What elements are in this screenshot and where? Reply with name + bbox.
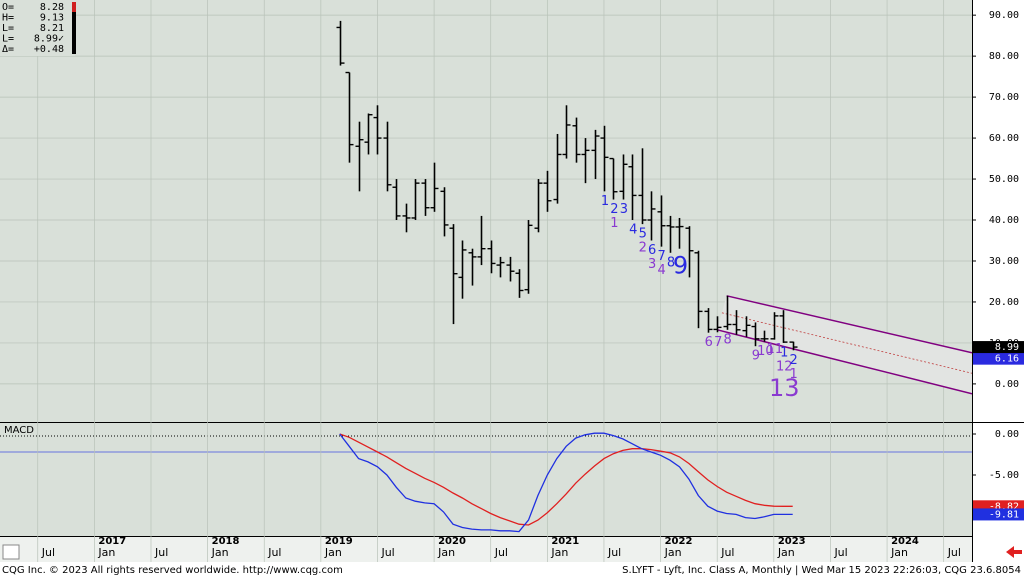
- readout-name: L=: [2, 23, 14, 34]
- count-label: 1: [610, 216, 618, 231]
- readout-indicator-top: [72, 2, 76, 12]
- count-label: 9: [673, 252, 688, 280]
- readout-indicator: [72, 2, 76, 54]
- count-label: 2: [790, 353, 798, 368]
- count-label: 3: [648, 257, 656, 272]
- readout-name: L=: [2, 34, 14, 45]
- x-tick-label: Jan: [777, 546, 795, 559]
- count-label: 1: [780, 345, 788, 360]
- readout-name: Δ=: [2, 44, 14, 55]
- x-tick-label: Jan: [664, 546, 682, 559]
- readout-value: 8.99✓: [34, 34, 64, 45]
- last-value-label: -9.81: [989, 509, 1019, 520]
- y-tick-label: 90.00: [989, 10, 1019, 21]
- count-label: 8: [667, 255, 675, 270]
- readout-name: O=: [2, 2, 14, 13]
- corner-box: [2, 544, 20, 560]
- footer-right: S.LYFT - Lyft, Inc. Class A, Monthly | W…: [622, 565, 1021, 576]
- count-label: 7: [714, 335, 722, 350]
- x-tick-label: Jan: [324, 546, 342, 559]
- x-tick-label: Jul: [267, 546, 281, 559]
- count-label: 3: [620, 202, 628, 217]
- x-tick-label: Jul: [833, 546, 847, 559]
- last-value-label: -8.82: [989, 501, 1019, 512]
- x-tick-label: Jul: [947, 546, 961, 559]
- last-price-box: [973, 341, 1024, 354]
- y-tick-label: 20.00: [989, 297, 1019, 308]
- footer-bar: [0, 562, 1024, 577]
- price-panel: [0, 0, 972, 422]
- count-label: 2: [639, 241, 647, 256]
- channel-marker-label: 6.16: [995, 354, 1019, 365]
- y-tick-label: 0.00: [995, 429, 1019, 440]
- scroll-arrow[interactable]: [1006, 546, 1022, 558]
- readout-value: +0.48: [34, 44, 64, 55]
- year-label: 2023: [778, 536, 806, 547]
- readout-name: H=: [2, 13, 14, 24]
- year-label: 2020: [438, 536, 466, 547]
- x-tick-label: Jul: [607, 546, 621, 559]
- x-tick-label: Jul: [154, 546, 168, 559]
- channel-lower: [717, 329, 972, 395]
- last-value-box: [973, 508, 1024, 521]
- count-label: 11: [767, 342, 784, 357]
- y-tick-label: 0.00: [995, 379, 1019, 390]
- channel-midline: [721, 312, 972, 374]
- readout-value: 9.13: [40, 13, 64, 24]
- readout-value: 8.21: [40, 23, 64, 34]
- year-label: 2024: [891, 536, 919, 547]
- y-tick-label: -5.00: [989, 470, 1019, 481]
- x-tick-label: Jul: [494, 546, 508, 559]
- count-label: 9: [752, 349, 760, 364]
- count-label: 10: [757, 344, 774, 359]
- time-axis: [0, 536, 972, 562]
- count-label: 4: [629, 223, 637, 238]
- value-axis: [972, 0, 1024, 562]
- channel-upper: [726, 295, 972, 354]
- year-label: 2017: [98, 536, 126, 547]
- footer-left: CQG Inc. © 2023 All rights reserved worl…: [2, 565, 343, 576]
- count-label: 6: [648, 243, 656, 258]
- y-tick-label: 50.00: [989, 174, 1019, 185]
- y-tick-label: 60.00: [989, 133, 1019, 144]
- count-label: 13: [769, 374, 800, 402]
- count-label: 2: [610, 202, 618, 217]
- x-tick-label: Jan: [890, 546, 908, 559]
- macd-line: [339, 433, 793, 526]
- count-label: 7: [657, 249, 665, 264]
- count-label: 5: [639, 227, 647, 242]
- channel-fill: [717, 295, 972, 394]
- y-tick-label: 70.00: [989, 92, 1019, 103]
- count-label: 1: [790, 367, 798, 382]
- x-tick-label: Jan: [437, 546, 455, 559]
- x-tick-label: Jul: [41, 546, 55, 559]
- channel: [717, 295, 972, 395]
- count-label: 4: [657, 263, 665, 278]
- y-tick-label: 80.00: [989, 51, 1019, 62]
- macd-panel: [0, 423, 972, 536]
- last-price-label: 8.99: [995, 342, 1019, 353]
- year-label: 2019: [325, 536, 353, 547]
- count-label: 12: [776, 359, 793, 374]
- x-tick-label: Jan: [97, 546, 115, 559]
- count-label: 8: [724, 332, 732, 347]
- count-label: 1: [601, 194, 609, 209]
- x-tick-label: Jan: [211, 546, 229, 559]
- macd-line: [339, 432, 793, 533]
- x-tick-label: Jul: [720, 546, 734, 559]
- readout-value: 8.28: [40, 2, 64, 13]
- readout-box: [0, 0, 75, 56]
- year-label: 2018: [212, 536, 240, 547]
- count-label: 6: [705, 335, 713, 350]
- y-tick-label: 40.00: [989, 215, 1019, 226]
- channel-marker-box: [973, 352, 1024, 365]
- x-tick-label: Jul: [380, 546, 394, 559]
- year-label: 2022: [665, 536, 693, 547]
- y-tick-label: 30.00: [989, 256, 1019, 267]
- x-tick-label: Jan: [550, 546, 568, 559]
- year-label: 2021: [551, 536, 579, 547]
- macd-title: MACD: [4, 425, 34, 436]
